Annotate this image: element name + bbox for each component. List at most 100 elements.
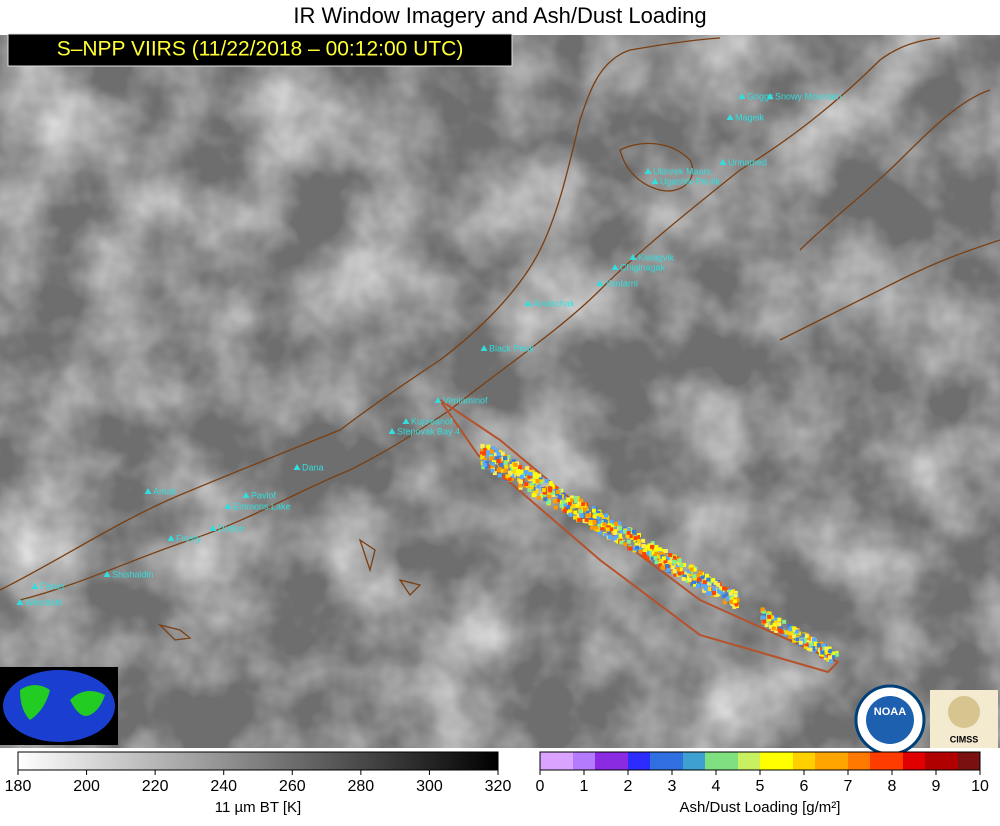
ash-pixel xyxy=(556,498,561,503)
colorbar-cell xyxy=(694,752,706,770)
ash-pixel xyxy=(734,602,739,607)
ash-pixel xyxy=(596,513,601,518)
ash-pixel xyxy=(731,593,736,598)
ash-pixel xyxy=(773,620,778,625)
ash-pixel xyxy=(635,548,640,553)
volcano-label: Dana xyxy=(302,462,324,472)
ash-pixel xyxy=(497,473,502,478)
ash-pixel xyxy=(614,534,619,539)
ash-pixel xyxy=(503,475,508,480)
ash-pixel xyxy=(603,532,608,537)
volcano-label: Frosty xyxy=(176,533,202,543)
ash-pixel xyxy=(802,639,807,644)
tick-label: 280 xyxy=(348,778,375,795)
ash-pixel xyxy=(828,659,833,664)
colorbar-cell xyxy=(925,752,937,770)
ash-pixel xyxy=(603,519,608,524)
ash-pixel xyxy=(566,505,571,510)
ash-pixel xyxy=(496,451,501,456)
ash-pixel xyxy=(731,589,736,594)
volcano-marker xyxy=(224,503,232,509)
ash-pixel xyxy=(505,474,510,479)
volcano-label: Ugashik-Peulik xyxy=(660,176,721,186)
colorbar-cell xyxy=(650,752,662,770)
ash-pixel xyxy=(797,631,802,636)
ash-pixel xyxy=(645,550,650,555)
ash-pixel xyxy=(578,509,583,514)
ash-pixel xyxy=(601,514,606,519)
ash-pixel xyxy=(564,509,569,514)
ash-pixel xyxy=(568,512,573,517)
ash-pixel xyxy=(483,447,488,452)
ash-pixel xyxy=(491,446,496,451)
ash-pixel xyxy=(486,444,491,449)
ash-pixel xyxy=(663,549,668,554)
volcano-label: Shishaldin xyxy=(112,569,154,579)
tick-label: 240 xyxy=(210,778,237,795)
ash-pixel xyxy=(779,629,784,634)
ash-pixel xyxy=(481,465,486,470)
ash-pixel xyxy=(567,501,572,506)
ash-pixel xyxy=(532,492,537,497)
ash-pixel xyxy=(658,563,663,568)
ash-pixel xyxy=(625,533,630,538)
ash-pixel xyxy=(826,657,831,662)
ash-pixel xyxy=(638,546,643,551)
ash-pixel xyxy=(533,472,538,477)
ash-pixel xyxy=(626,530,631,535)
volcano-label: Dutton xyxy=(218,523,245,533)
volcano-label: Black Peak xyxy=(489,343,535,353)
ash-pixel xyxy=(661,556,666,561)
ash-pixel xyxy=(708,579,713,584)
tick-label: 7 xyxy=(844,778,853,795)
ash-pixel xyxy=(568,506,573,511)
subtitle-bg xyxy=(7,33,513,67)
colorbar-cell xyxy=(793,752,805,770)
ash-pixel xyxy=(485,446,490,451)
cimss-text: CIMSS xyxy=(950,734,979,744)
ash-pixel xyxy=(513,469,518,474)
tick-label: 6 xyxy=(800,778,809,795)
ash-pixel xyxy=(732,604,737,609)
ash-pixel xyxy=(686,569,691,574)
ash-pixel xyxy=(703,586,708,591)
ash-pixel xyxy=(704,583,709,588)
ash-pixel xyxy=(772,623,777,628)
ash-pixel xyxy=(712,587,717,592)
ash-pixel xyxy=(682,562,687,567)
ash-pixel xyxy=(522,470,527,475)
volcano-marker xyxy=(766,93,774,99)
colorbar-cell xyxy=(914,752,926,770)
ash-pixel xyxy=(795,637,800,642)
ash-pixel xyxy=(636,539,641,544)
ash-pixel xyxy=(492,471,497,476)
ash-pixel xyxy=(660,561,665,566)
ash-pixel xyxy=(806,646,811,651)
ash-pixel xyxy=(511,469,516,474)
ash-pixel xyxy=(834,652,839,657)
ash-pixel xyxy=(690,582,695,587)
ash-pixel xyxy=(598,513,603,518)
ash-pixel xyxy=(573,499,578,504)
ash-pixel xyxy=(500,451,505,456)
colorbar-cell xyxy=(727,752,739,770)
volcano-marker xyxy=(31,583,39,589)
ash-pixel xyxy=(778,625,783,630)
ash-pixel xyxy=(692,576,697,581)
ash-pixel xyxy=(503,461,508,466)
volcano-label: Aniakchak xyxy=(533,298,575,308)
ash-pixel xyxy=(516,469,521,474)
ash-pixel xyxy=(702,588,707,593)
ash-pixel xyxy=(733,593,738,598)
volcano-label: Stepovak Bay 4 xyxy=(397,426,460,436)
ash-pixel xyxy=(828,655,833,660)
ash-pixel xyxy=(792,634,797,639)
ash-pixel xyxy=(659,551,664,556)
ash-pixel xyxy=(506,454,511,459)
ash-pixel xyxy=(729,599,734,604)
ash-pixel xyxy=(550,483,555,488)
ash-pixel xyxy=(537,473,542,478)
ash-pixel xyxy=(676,567,681,572)
ash-pixel xyxy=(559,503,564,508)
ash-pixel xyxy=(821,643,826,648)
